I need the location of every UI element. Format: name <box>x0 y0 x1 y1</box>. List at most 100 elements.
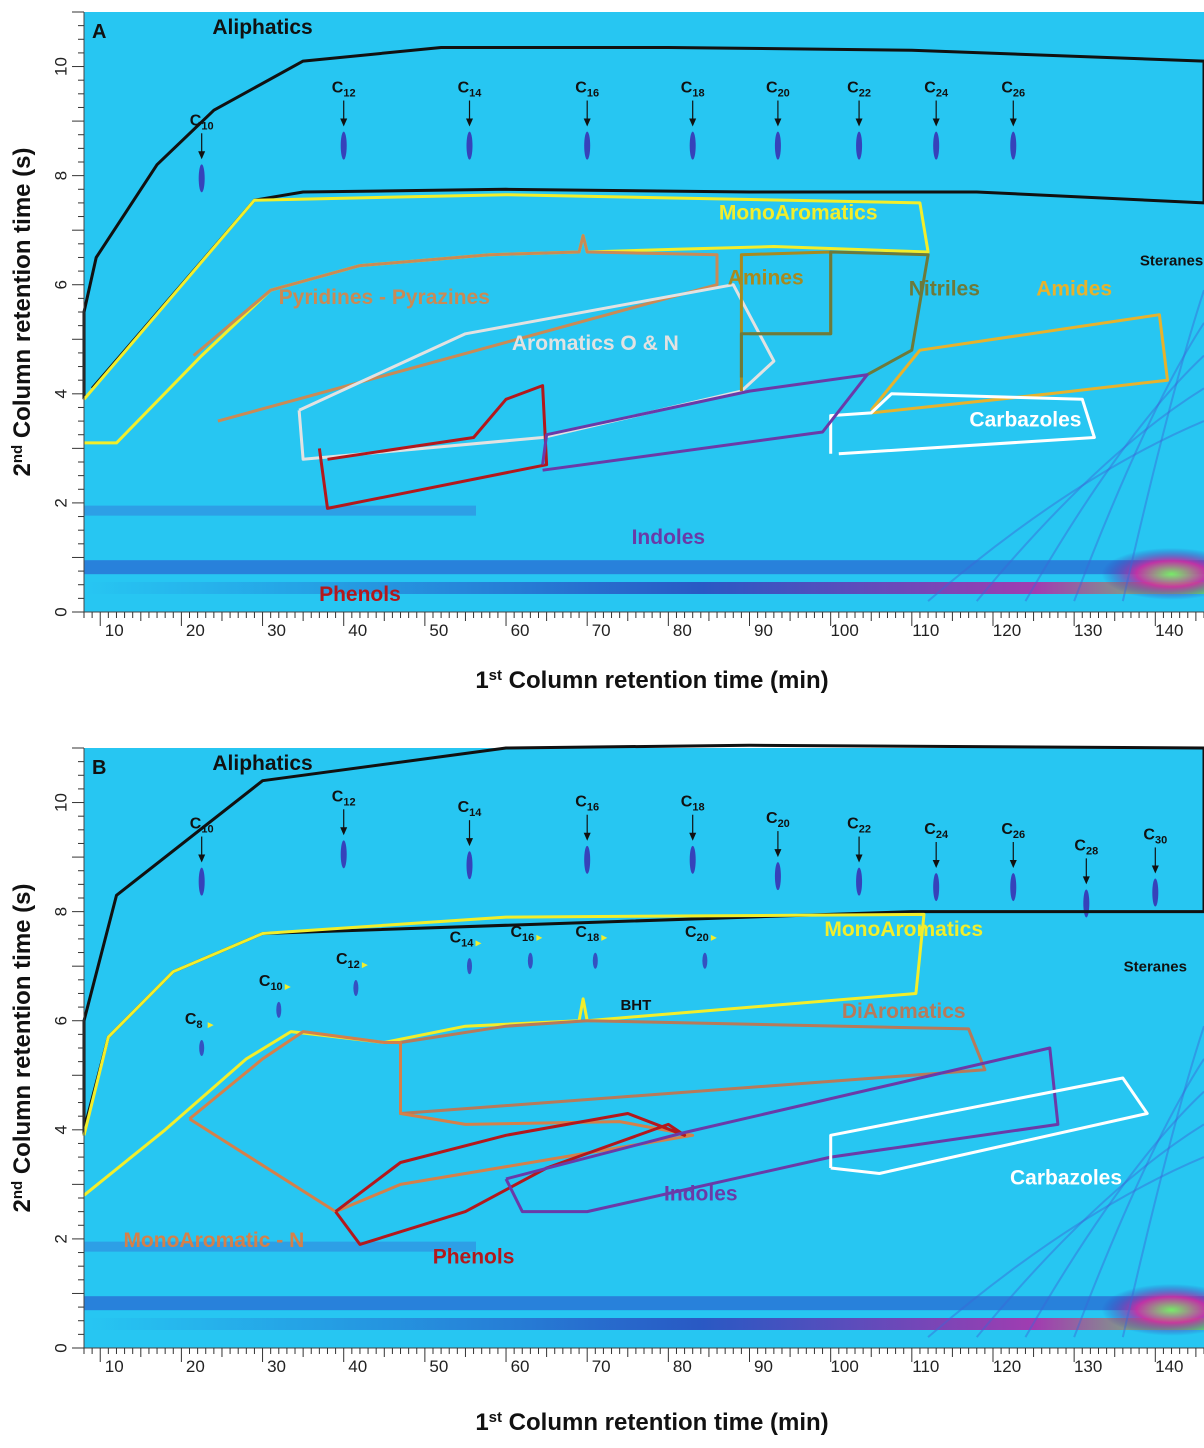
streak <box>927 420 1204 602</box>
alkane-arrowhead <box>855 118 863 127</box>
region-label-phenols: Phenols <box>319 583 401 606</box>
y-tick-label: 4 <box>51 389 70 398</box>
alkane-arrowhead <box>689 118 697 127</box>
x-tick-label: 30 <box>267 621 286 640</box>
baseline-band <box>84 505 476 516</box>
region-label-pyridines-pyrazines: Pyridines - Pyrazines <box>279 286 490 309</box>
plot-background <box>84 12 1204 612</box>
alkane-arrowhead <box>932 860 940 868</box>
alkane-marker: C22 <box>847 816 871 863</box>
alkane-marker: C18 <box>681 794 705 841</box>
panel-letter: A <box>92 21 106 43</box>
alkane-marker-label: C26 <box>1001 821 1025 841</box>
x-tick-label: 100 <box>830 1357 858 1376</box>
alkane-peak <box>933 131 940 160</box>
mono-marker-label: C20 <box>685 924 709 944</box>
y-tick-label: 2 <box>51 498 70 507</box>
alkane-marker-label: C30 <box>1143 826 1167 846</box>
mono-marker-label: C16 <box>510 924 534 944</box>
x-tick-label: 60 <box>511 1357 530 1376</box>
mono-peak <box>527 952 533 969</box>
streak <box>1024 1090 1204 1338</box>
panel-letter: B <box>92 757 106 779</box>
x-tick-label: 90 <box>754 621 773 640</box>
alkane-peak <box>856 131 863 160</box>
x-tick-label: 110 <box>912 1357 939 1376</box>
alkane-arrowhead <box>1082 876 1090 885</box>
alkane-peak <box>933 873 940 902</box>
y-tick-label: 0 <box>51 1343 70 1352</box>
region-nitriles <box>739 250 930 378</box>
x-tick-label: 140 <box>1155 1357 1183 1376</box>
alkane-arrowhead <box>1151 865 1159 874</box>
alkane-arrowhead <box>1009 118 1017 127</box>
alkane-marker: C28 <box>1074 837 1098 885</box>
mono-marker-label: C10 <box>259 973 283 993</box>
alkane-peak <box>774 862 781 891</box>
alkane-marker-label: C12 <box>332 80 356 100</box>
plot-background <box>84 748 1204 1348</box>
x-tick-label: 20 <box>186 621 205 640</box>
alkane-marker-label: C20 <box>766 810 790 830</box>
panels-group: Aliphatics MonoAromatics Pyridines - Pyraz… <box>9 11 1204 1436</box>
alkane-marker: C26 <box>1001 821 1025 868</box>
x-tick-label: 10 <box>105 621 124 640</box>
y-axis-label: 2nd Column retention time (s) <box>9 883 36 1212</box>
region-label-phenols: Phenols <box>433 1245 515 1268</box>
streak <box>927 1156 1204 1338</box>
y-tick-label: 10 <box>51 57 70 76</box>
x-tick-label: 40 <box>348 1357 367 1376</box>
mono-arrowhead <box>284 984 291 990</box>
alkane-marker-label: C22 <box>847 816 871 836</box>
x-tick-label: 30 <box>267 1357 286 1376</box>
mono-peak <box>467 958 473 975</box>
alkane-marker-label: C16 <box>575 80 599 100</box>
mono-peak <box>702 952 708 969</box>
panel-b: Aliphatics MonoAromatics DiAromatics MonoAr… <box>9 743 1204 1436</box>
y-tick-label: 10 <box>51 793 70 812</box>
alkane-marker-label: C28 <box>1074 837 1098 857</box>
mono-peak <box>199 1040 205 1056</box>
alkane-marker: C18 <box>681 80 705 127</box>
solvent-hotspot <box>1101 1283 1204 1336</box>
alkane-marker-label: C18 <box>681 794 705 814</box>
x-tick-label: 130 <box>1074 1357 1102 1376</box>
alkane-peak <box>774 131 781 160</box>
mono-marker: C8 <box>185 1011 214 1031</box>
x-tick-label: 140 <box>1155 621 1183 640</box>
alkane-marker-label: C24 <box>924 80 949 100</box>
baseline-band <box>84 1241 476 1252</box>
region-aliphatics <box>82 46 1204 400</box>
mono-peak <box>592 952 598 969</box>
region-label-carbazoles: Carbazoles <box>969 409 1081 432</box>
alkane-marker: C24 <box>924 821 949 868</box>
baseline-band <box>84 560 1204 575</box>
region-phenols <box>334 1112 687 1246</box>
y-tick-label: 6 <box>51 280 70 289</box>
alkane-marker: C12 <box>332 788 356 836</box>
streak <box>1121 289 1204 602</box>
mono-arrowhead <box>536 934 543 941</box>
y-tick-label: 6 <box>51 1016 70 1025</box>
alkane-peak <box>584 131 591 160</box>
alkane-arrowhead <box>855 854 863 863</box>
region-label-aromatics-o-n: Aromatics O & N <box>512 332 679 355</box>
x-tick-label: 80 <box>673 1357 692 1376</box>
annotation-steranes: Steranes <box>1140 253 1203 270</box>
y-tick-label: 8 <box>51 171 70 180</box>
mono-peak <box>353 980 359 996</box>
region-label-amides: Amides <box>1036 278 1112 301</box>
region-label-carbazoles: Carbazoles <box>1010 1166 1122 1189</box>
alkane-marker-label: C10 <box>190 816 214 836</box>
region-label-aliphatics: Aliphatics <box>212 16 312 39</box>
y-tick-label: 2 <box>51 1234 70 1243</box>
streak <box>1073 322 1204 602</box>
alkane-arrowhead <box>774 849 782 858</box>
streak <box>975 387 1204 602</box>
alkane-marker-label: C14 <box>458 799 483 819</box>
alkane-arrowhead <box>340 827 348 836</box>
region-label-monoaromatics: MonoAromatics <box>824 918 983 941</box>
alkane-marker: C26 <box>1001 80 1025 127</box>
mono-arrowhead <box>207 1022 214 1029</box>
